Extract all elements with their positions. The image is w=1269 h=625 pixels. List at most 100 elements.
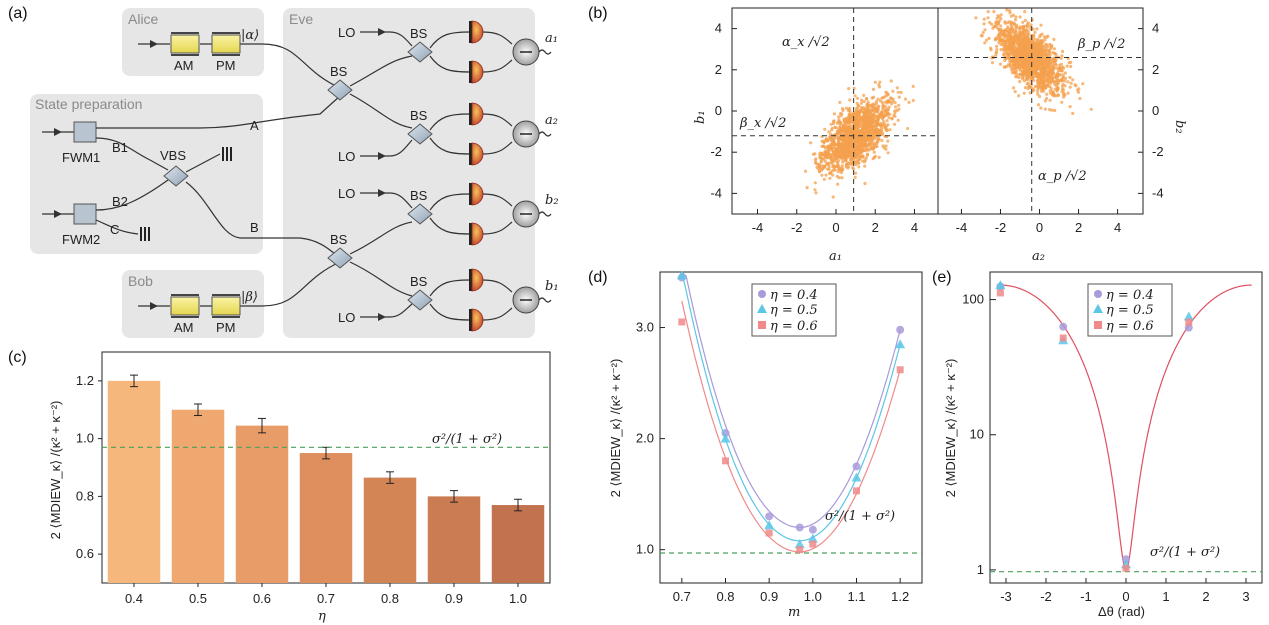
data-point-eta04 [1059,322,1068,331]
scatter-point [848,120,852,124]
scatter-point [827,145,831,149]
panel-a-setup: (a) Alice Eve State preparation Bob AM P… [8,5,559,338]
scatter-point [862,99,866,104]
scatter-point [896,118,900,122]
scatter-point [987,36,991,41]
x-tick-label: 4 [911,220,918,235]
scatter-point [836,182,840,186]
y-tick-label: 2.0 [636,431,654,446]
scatter-point [835,132,839,136]
d-ylabel: 2 ⟨MDIEW_κ⟩ /(κ² + κ⁻²) [608,359,623,498]
scatter-point [1071,78,1075,82]
scatter-point [1031,40,1035,44]
scatter-point [991,26,995,30]
scatter-point [1048,98,1052,102]
scatter-point [871,118,875,122]
scatter-point [864,136,869,140]
scatter-point [1049,75,1053,79]
scatter-point [879,111,883,115]
scatter-point [827,152,831,156]
output-wave [538,131,552,137]
scatter-point [1002,48,1006,52]
lo-label-4: LO [338,310,355,325]
scatter-point [883,134,887,138]
scatter-point [866,152,870,156]
scatter-point [832,112,837,116]
x-tick-label: 0 [1122,589,1129,604]
scatter-point [1039,87,1043,91]
data-point-eta05 [995,280,1006,290]
scatter-point [1023,71,1027,76]
scatter-point [813,158,818,162]
scatter-point [1045,43,1049,47]
scatter-point [999,48,1003,52]
bar [299,453,353,583]
scatter-point [888,100,892,104]
scatter-point [884,90,888,94]
scatter-point [1078,96,1082,101]
scatter-point [885,119,889,123]
scatter-point [868,110,872,114]
eve-bs-top-label: BS [330,64,348,79]
scatter-point [994,38,998,42]
scatter-point [826,167,830,171]
scatter-point [1011,29,1016,33]
scatter-point [855,136,859,140]
scatter-point [875,142,879,146]
scatter-point [1021,60,1025,64]
vbs-label: VBS [160,148,186,163]
scatter-point [999,13,1003,17]
data-point-eta06 [1122,564,1130,572]
wire [429,113,471,131]
scatter-point [1011,54,1016,58]
scatter-point [1068,85,1072,89]
annot-beta-x: β_x /√2 [739,116,786,131]
x-tick-label: 1.0 [509,591,527,606]
scatter-point [1039,57,1043,62]
scatter-point [875,136,879,140]
scatter-point [1033,70,1037,74]
scatter-point [1042,89,1046,93]
scatter-point [822,151,826,155]
e-legend: η = 0.4 η = 0.5 η = 0.6 [1087,283,1173,337]
scatter-point [863,109,867,113]
scatter-point [874,102,879,106]
b2-label: B2 [112,194,128,209]
scatter-point [822,177,826,181]
scatter-point [851,129,855,133]
scatter-point [833,168,837,172]
scatter-point [837,115,841,119]
data-point-eta06 [853,487,860,495]
scatter-point [1048,62,1052,66]
scatter-point [1009,24,1014,28]
scatter-point [1025,24,1029,28]
scatter-point [1002,29,1006,33]
scatter-point [845,148,850,152]
scatter-point [854,156,858,160]
bs-stage2-label: BS [410,188,428,203]
scatter-point [893,109,897,113]
y-tick-label: -4 [710,185,722,200]
scatter-point [1024,47,1028,52]
scatter-point [982,22,986,26]
scatter-point [876,97,880,101]
scatter-point [1021,20,1025,24]
scatter-point [844,158,848,162]
scatter-point [881,144,885,148]
scatter-point [994,51,998,55]
scatter-point [1028,25,1032,29]
scatter-point [1030,18,1034,22]
scatter-point [857,118,861,122]
scatter-point [897,103,901,107]
scatter-point [857,129,861,133]
scatter-point [1058,69,1062,73]
scatter-point [1023,18,1028,23]
scatter-point [1014,66,1018,70]
scatter-point [1042,68,1046,72]
scatter-point [820,173,824,177]
scatter-point [1048,108,1052,112]
scatter-point [1028,51,1032,55]
scatter-point [1003,21,1008,25]
eve-box [283,8,535,338]
e-xlabel: Δθ (rad) [1098,604,1145,619]
